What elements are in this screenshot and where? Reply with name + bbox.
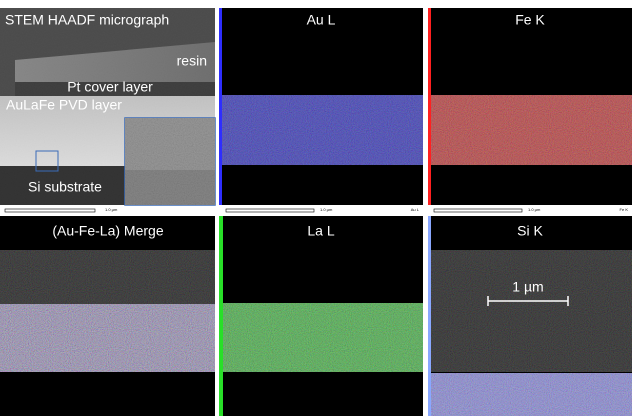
au-panel: Au L	[219, 8, 423, 205]
panel-title: Si K	[517, 223, 543, 239]
panel-title: STEM HAADF micrograph	[5, 12, 169, 28]
layer-label: Si substrate	[28, 179, 102, 195]
scale-label: 1.0 µm	[320, 207, 333, 212]
panel-title: La L	[307, 223, 334, 239]
layer-label: resin	[177, 53, 207, 69]
scale-label: 1.0 µm	[528, 207, 541, 212]
merge-panel: (Au-Fe-La) Merge	[0, 216, 215, 416]
layer-label: AuLaFe PVD layer	[6, 97, 122, 113]
map-tag: Fe K	[620, 207, 629, 212]
scale-label: 1.0 µm	[105, 207, 118, 212]
la-panel: La L	[219, 216, 423, 416]
layer-label: Pt cover layer	[67, 79, 153, 95]
panel-title: (Au-Fe-La) Merge	[52, 223, 163, 239]
panel-title: Au L	[307, 12, 336, 28]
stem-panel: STEM HAADF micrograph resin Pt cover lay…	[0, 8, 216, 206]
si-panel: Si K 1 µm	[428, 216, 632, 416]
map-tag: Au L	[411, 207, 420, 212]
fe-panel: Fe K	[428, 8, 632, 205]
scale-strips: 1.0 µm 1.0 µm Au L 1.0 µm Fe K	[4, 207, 629, 213]
scale-bar-label: 1 µm	[512, 279, 543, 295]
panel-title: Fe K	[515, 12, 545, 28]
